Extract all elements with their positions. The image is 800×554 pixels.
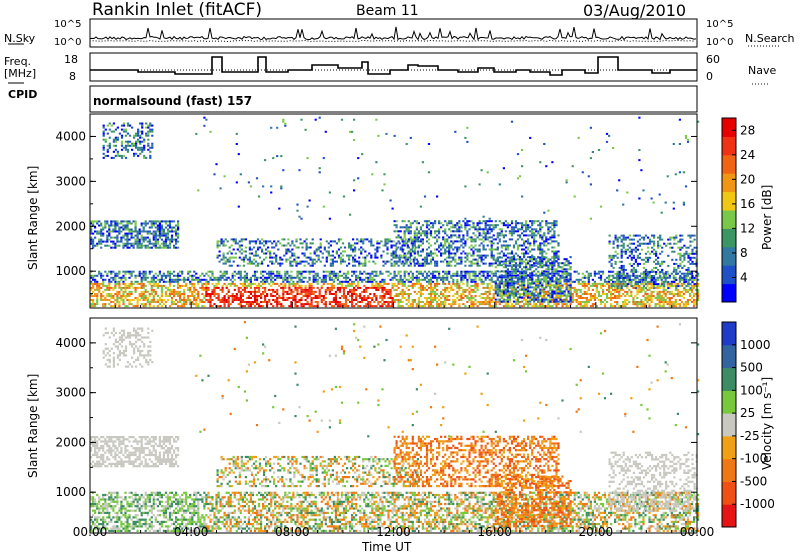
- nsky-trace: [89, 26, 697, 41]
- velocity-ytick-label: 2000: [55, 435, 86, 449]
- power-colorbar-tick-label: 16: [740, 197, 755, 211]
- power-colorbar-tick-label: 24: [740, 148, 755, 162]
- freq-tick-bottom: 8: [69, 70, 76, 83]
- nsearch-tick-bottom: 10^0: [706, 37, 734, 48]
- x-tick-label: 12:00: [376, 525, 411, 539]
- nave-tick-bottom: 0: [706, 70, 713, 83]
- x-axis-label: Time UT: [362, 540, 412, 554]
- power-colorbar-tick-label: 28: [740, 123, 755, 137]
- nsky-tick-bottom: 10^0: [54, 37, 82, 48]
- freq-label: Freq.: [4, 55, 32, 68]
- freq-panel-frame: [89, 52, 698, 82]
- velocity-colorbar: [722, 322, 736, 528]
- power-ytick-label: 4000: [55, 129, 86, 143]
- velocity-heatmap: [90, 321, 700, 532]
- velocity-colorbar-tick-label: -500: [740, 474, 767, 488]
- velocity-ytick-label: 1000: [55, 485, 86, 499]
- x-tick-label: 04:00: [174, 525, 209, 539]
- velocity-colorbar-tick-label: 500: [740, 361, 763, 375]
- x-tick-label: 00:00: [73, 525, 108, 539]
- cpid-text: normalsound (fast) 157: [93, 94, 253, 108]
- power-heatmap: [90, 116, 700, 308]
- velocity-colorbar-tick-label: 25: [740, 406, 755, 420]
- velocity-colorbar-tick-label: 100: [740, 383, 763, 397]
- x-tick-label: 08:00: [275, 525, 310, 539]
- freq-tick-top: 18: [64, 53, 78, 66]
- nsky-label: N.Sky: [4, 32, 36, 45]
- power-ytick-label: 1000: [55, 264, 86, 278]
- power-colorbar-tick-label: 12: [740, 221, 755, 235]
- velocity-colorbar-tick-label: -100: [740, 452, 767, 466]
- x-tick-label: 00:00: [680, 525, 715, 539]
- power-colorbar-tick-label: 8: [740, 246, 748, 260]
- velocity-colorbar-tick-label: -1000: [740, 497, 775, 511]
- power-colorbar-tick-label: 4: [740, 270, 748, 284]
- power-ytick-label: 2000: [55, 219, 86, 233]
- nsearch-label: N.Search: [745, 32, 795, 45]
- velocity-colorbar-tick-label: 1000: [740, 338, 771, 352]
- nsearch-trace: [89, 39, 695, 43]
- freq-trace: [90, 56, 697, 76]
- power-ytick-label: 3000: [55, 174, 86, 188]
- velocity-ytick-label: 3000: [55, 386, 86, 400]
- velocity-ytick-label: 4000: [55, 336, 86, 350]
- beam-label: Beam 11: [356, 3, 419, 19]
- freq-unit-label: [MHz]: [4, 67, 37, 80]
- station-title: Rankin Inlet (fitACF): [92, 0, 263, 20]
- nave-tick-top: 60: [706, 53, 720, 66]
- cpid-label: CPID: [8, 88, 38, 101]
- x-tick-label: 16:00: [477, 525, 512, 539]
- cpid-panel-frame: [89, 85, 698, 113]
- power-colorbar-tick-label: 20: [740, 172, 755, 186]
- nsky-panel-frame: [89, 18, 698, 48]
- velocity-colorbar-frame: [721, 321, 737, 528]
- date-label: 03/Aug/2010: [583, 1, 687, 20]
- power-colorbar-frame: [721, 117, 737, 303]
- nave-label: Nave: [748, 64, 777, 77]
- velocity-colorbar-tick-label: -25: [740, 429, 760, 443]
- nsky-tick-top: 10^5: [54, 19, 82, 30]
- x-tick-label: 20:00: [579, 525, 614, 539]
- power-colorbar: [722, 118, 736, 303]
- nsearch-tick-top: 10^5: [706, 19, 734, 30]
